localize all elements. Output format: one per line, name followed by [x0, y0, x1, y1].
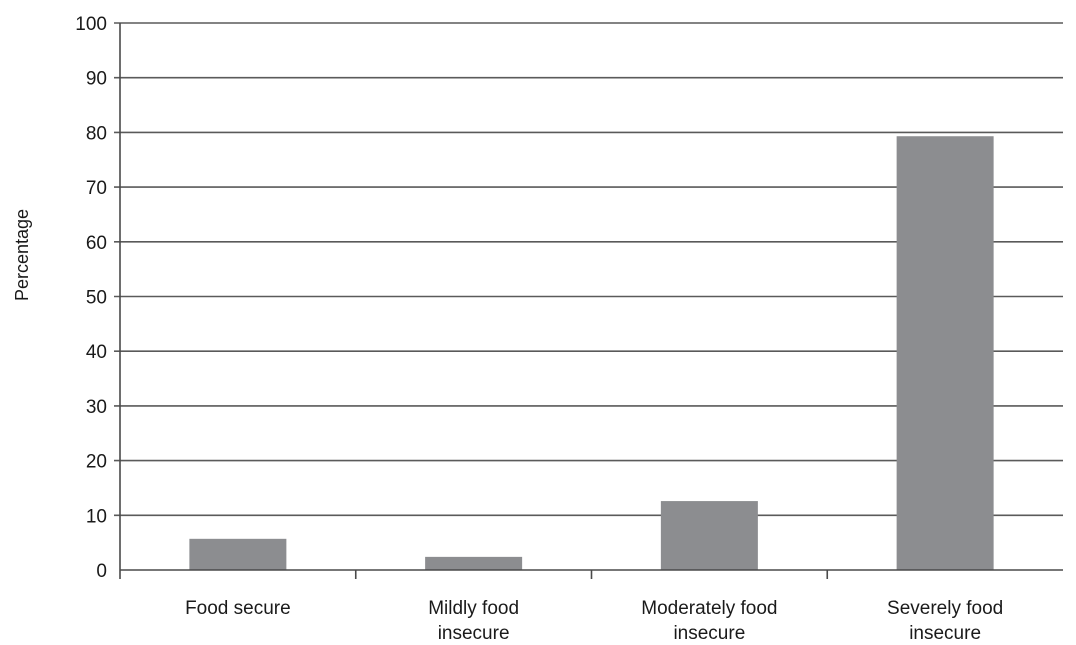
y-tick-label: 80	[86, 123, 107, 144]
bar	[660, 501, 758, 570]
bar	[896, 136, 994, 570]
y-axis-title: Percentage	[12, 209, 32, 301]
y-tick-label: 90	[86, 69, 107, 90]
x-category-label-line: Mildly food	[428, 598, 519, 619]
bar	[189, 538, 287, 570]
y-tick-label: 20	[86, 452, 107, 473]
y-tick-labels: 0 10 20 30 40 50 60 70 80 90 100	[75, 14, 107, 582]
x-category-label-line: Moderately food	[641, 598, 777, 619]
x-category-label: Mildly food insecure	[428, 598, 519, 644]
bars	[189, 136, 994, 570]
axes	[119, 23, 1063, 579]
x-category-label-line: Severely food	[887, 598, 1003, 619]
y-tick-label: 50	[86, 288, 107, 309]
y-tick-label: 60	[86, 233, 107, 254]
y-tick-label: 30	[86, 397, 107, 418]
gridlines	[114, 22, 1063, 517]
x-category-label: Severely food insecure	[887, 598, 1003, 644]
x-category-label-line: Food secure	[185, 598, 291, 619]
y-tick-label: 100	[75, 14, 107, 35]
x-category-label-line: insecure	[909, 623, 981, 644]
x-category-label-line: insecure	[673, 623, 745, 644]
y-tick-label: 40	[86, 342, 107, 363]
x-category-labels: Food secure Mildly food insecureModerately…	[185, 598, 1003, 644]
x-category-label: Food secure	[185, 598, 291, 619]
y-tick-label: 10	[86, 506, 107, 527]
x-category-label-line: insecure	[438, 623, 510, 644]
y-tick-label: 70	[86, 178, 107, 199]
bar	[425, 556, 523, 570]
y-tick-label: 0	[96, 561, 107, 582]
x-category-label: Moderately food insecure	[641, 598, 777, 644]
